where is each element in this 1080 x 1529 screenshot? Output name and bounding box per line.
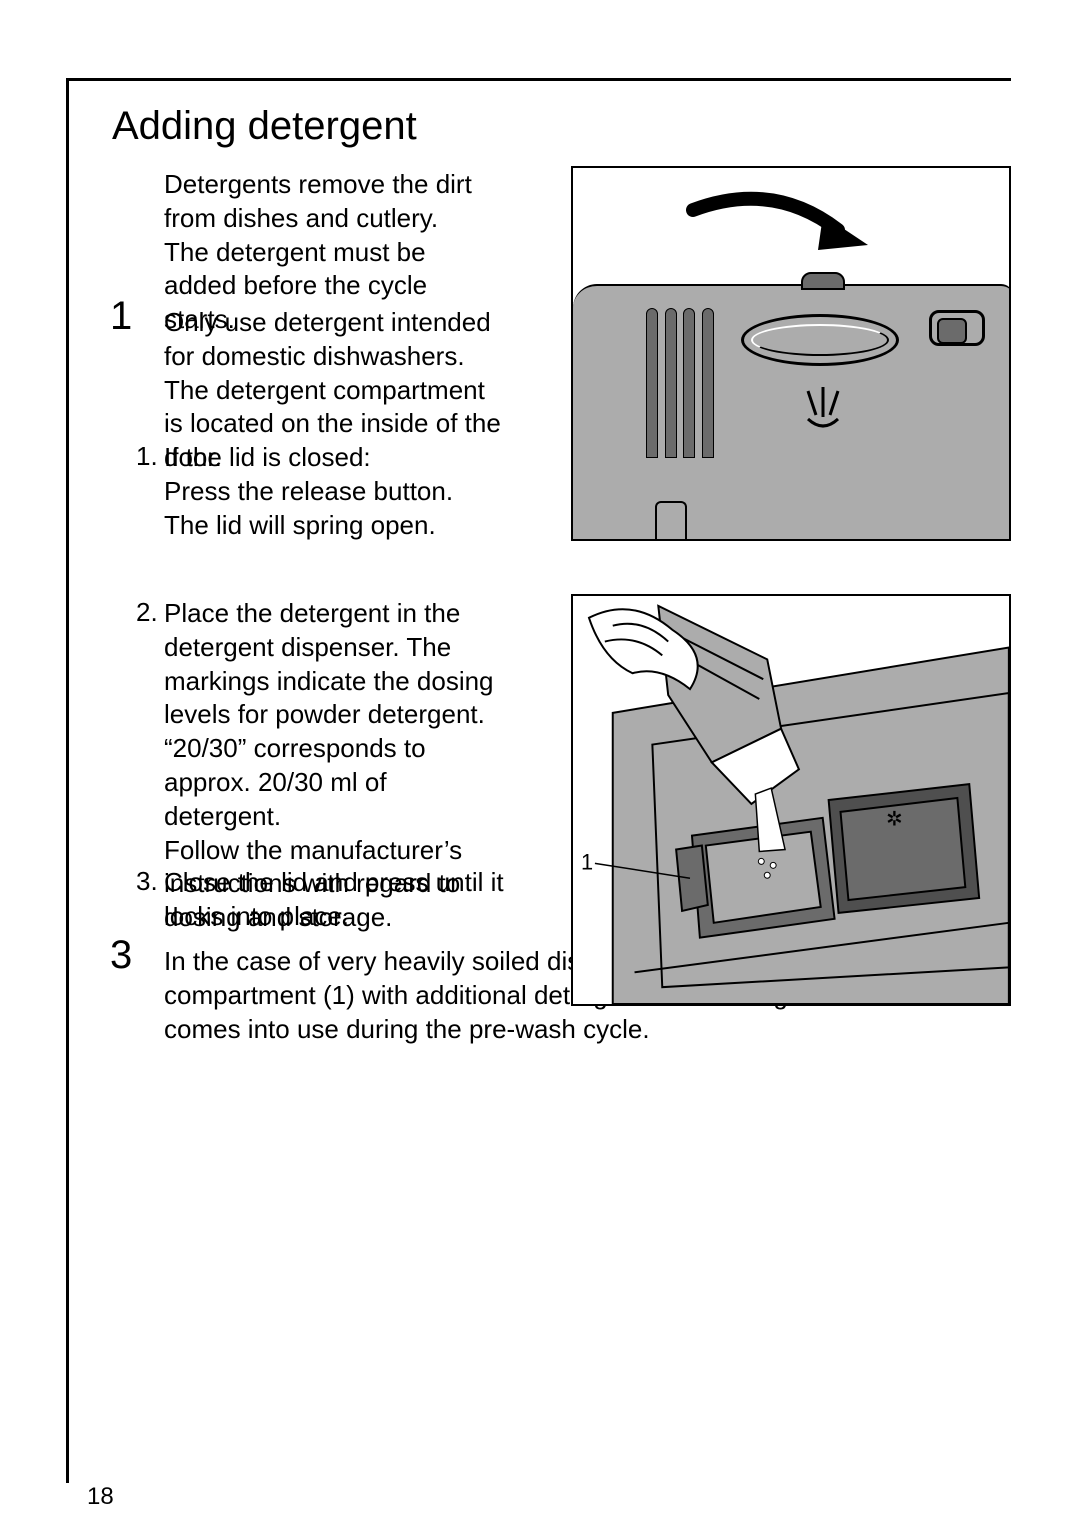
page-number: 18 (87, 1483, 114, 1511)
substep-2-number: 2. (136, 597, 158, 628)
step-1-number: 1 (110, 294, 132, 339)
corner-tab-icon (655, 501, 687, 539)
step-3-number: 3 (110, 933, 132, 978)
side-compartment-icon (929, 310, 985, 346)
figure-dispenser-closed (571, 166, 1011, 541)
callout-1-label: 1 (581, 849, 593, 874)
grip-ridges-icon (646, 308, 714, 458)
page-title: Adding detergent (112, 104, 417, 149)
svg-text:✲: ✲ (886, 809, 903, 831)
substep-1-text: If the lid is closed:Press the release b… (164, 441, 504, 542)
substep-3-text: Close the lid and press until it locks i… (164, 866, 504, 934)
substep-1-number: 1. (136, 441, 158, 472)
release-button-icon (801, 272, 845, 290)
rinse-aid-icon (798, 383, 848, 433)
detergent-pour-illustration: ✲ 1 (573, 596, 1009, 1004)
manual-page: Adding detergent Detergents remove the d… (0, 0, 1080, 1529)
dispenser-lid-icon (741, 314, 899, 366)
press-arrow-icon (673, 190, 873, 260)
figure-dispenser-open: ✲ 1 (571, 594, 1011, 1006)
substep-3-number: 3. (136, 866, 158, 897)
